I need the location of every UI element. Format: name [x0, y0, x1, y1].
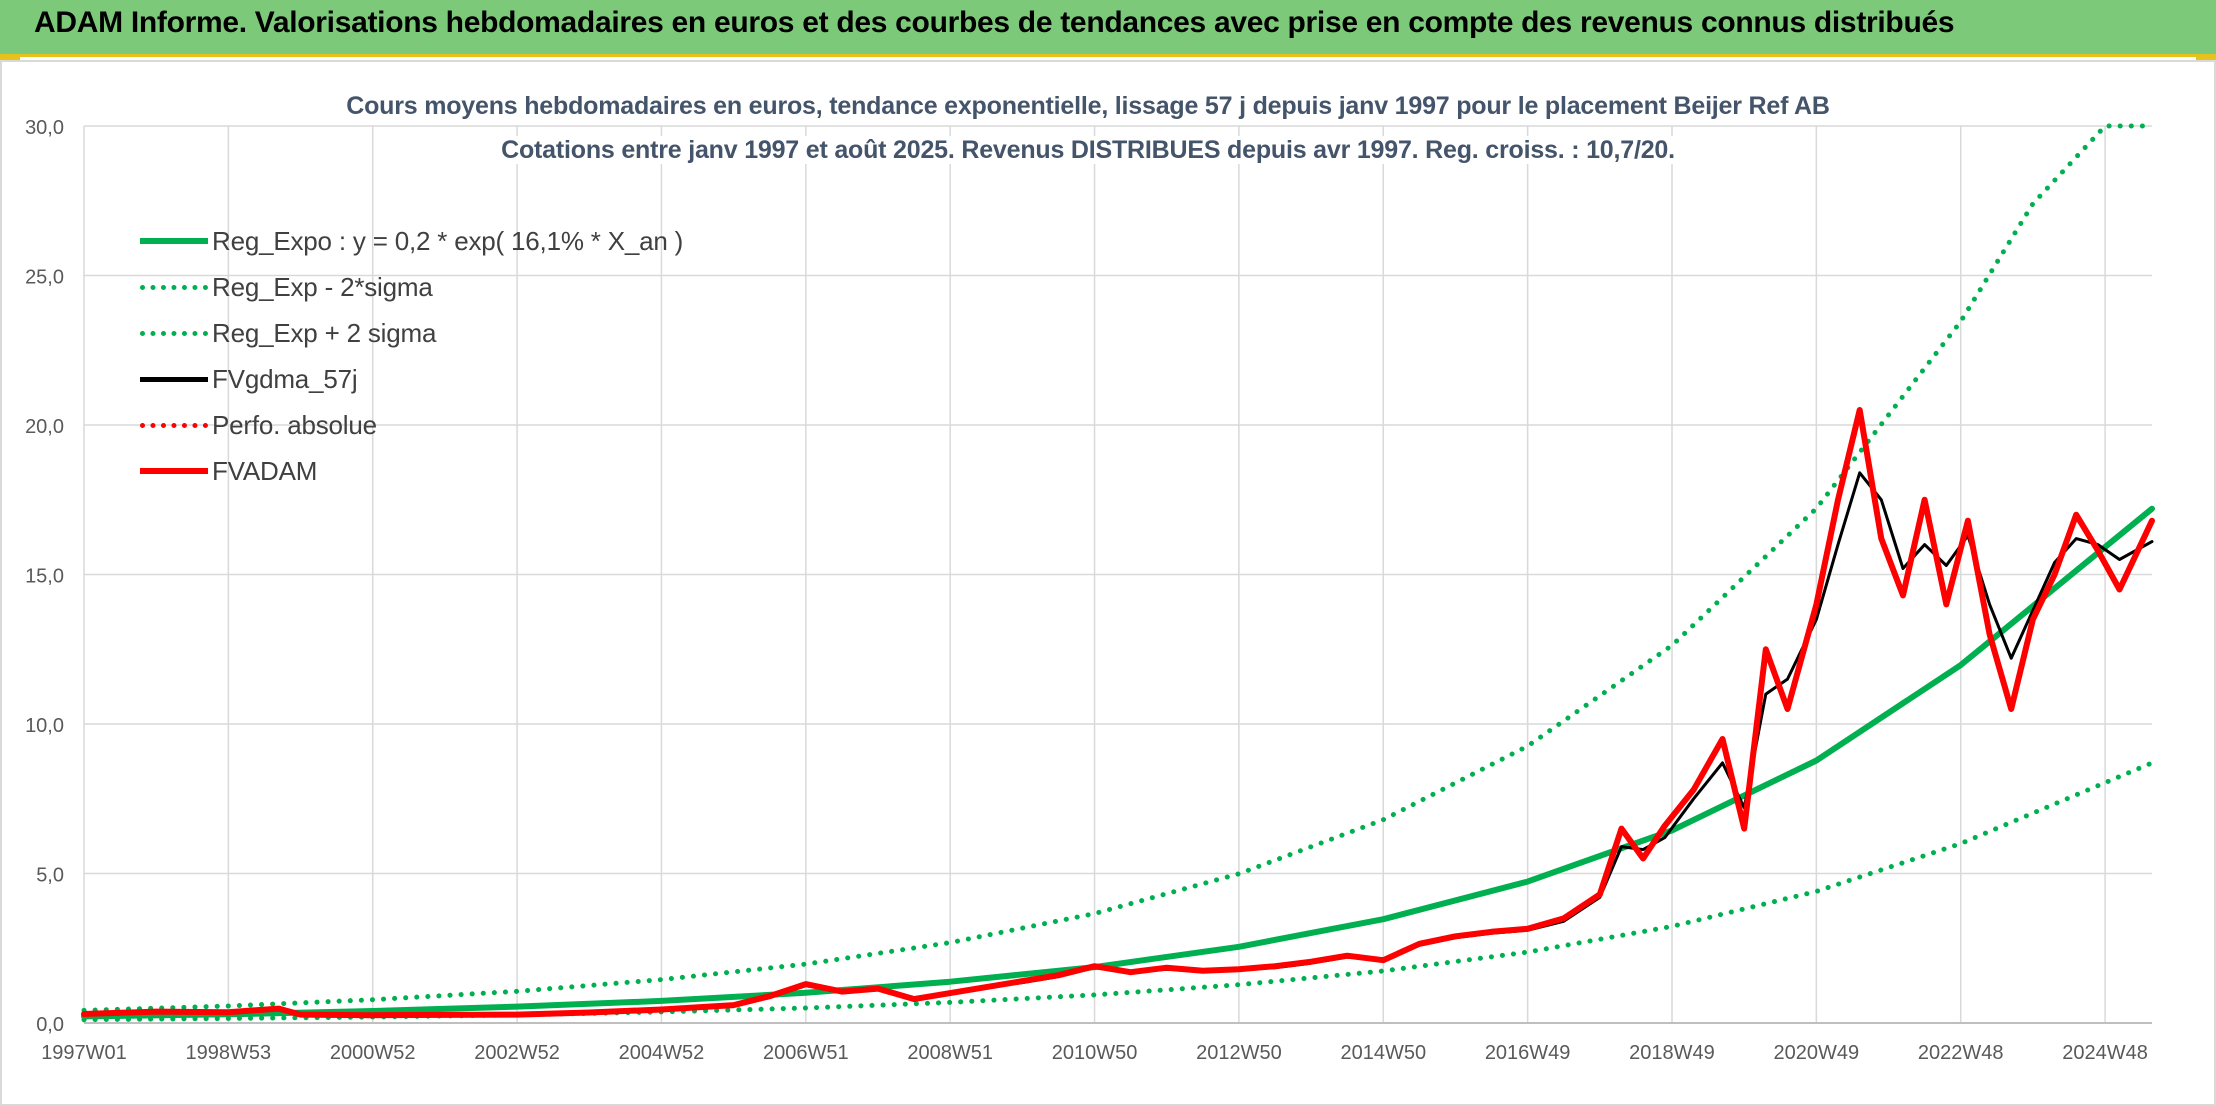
corner-accent-right [2196, 55, 2216, 61]
legend-label: FVADAM [212, 455, 318, 486]
gridlines [83, 125, 2152, 1024]
series-line-5 [81, 407, 2155, 1019]
series-lines [81, 123, 2155, 1023]
header-bar: ADAM Informe. Valorisations hebdomadaire… [0, 0, 2216, 57]
y-tick-label: 30,0 [25, 117, 64, 139]
chart-frame [0, 60, 2216, 1106]
legend-swatch [140, 376, 208, 382]
x-tick-label: 1998W53 [186, 1042, 272, 1064]
chart-subtitle: Cotations entre janv 1997 et août 2025. … [0, 136, 2196, 165]
y-tick-label: 20,0 [25, 416, 64, 438]
x-tick-label: 2022W48 [1918, 1042, 2004, 1064]
x-tick-label: 2016W49 [1485, 1042, 1571, 1064]
y-tick-label: 10,0 [25, 715, 64, 737]
legend-label: Perfo. absolue [212, 409, 377, 440]
x-tick-label: 2000W52 [330, 1042, 416, 1064]
x-tick-label: 2004W52 [619, 1042, 705, 1064]
axes: 0,0 5,0 10,0 15,0 20,0 25,0 30,0 1997W01 1998W53… [25, 117, 2152, 1064]
chart-legend: Reg_Expo : y = 0,2 * exp( 16,1% * X_an )… [140, 218, 683, 494]
x-tick-label: 2002W52 [474, 1042, 560, 1064]
x-tick-label: 2012W50 [1196, 1042, 1282, 1064]
x-tick-label: 2010W50 [1052, 1042, 1138, 1064]
legend-swatch [140, 284, 208, 290]
chart-subtitle-text: Cotations entre janv 1997 et août 2025. … [495, 136, 1681, 164]
x-tick-label: 2024W48 [2062, 1042, 2148, 1064]
legend-label: Reg_Exp + 2 sigma [212, 317, 437, 348]
legend-swatch [140, 468, 208, 474]
legend-item: FVADAM [140, 448, 683, 494]
y-tick-label: 15,0 [25, 566, 64, 588]
series-line-1 [81, 760, 2155, 1023]
report-title: ADAM Informe. Valorisations hebdomadaire… [34, 6, 1955, 39]
y-tick-label: 0,0 [36, 1014, 64, 1036]
series-line-2 [81, 123, 2155, 1013]
legend-item: FVgdma_57j [140, 356, 683, 402]
legend-swatch [140, 330, 208, 336]
chart-title-text: Cours moyens hebdomadaires en euros, ten… [340, 92, 1836, 120]
legend-label: Reg_Exp - 2*sigma [212, 271, 433, 302]
legend-label: FVgdma_57j [212, 363, 358, 394]
x-tick-label: 2020W49 [1774, 1042, 1860, 1064]
x-tick-label: 2014W50 [1340, 1042, 1426, 1064]
corner-accent-left [0, 55, 20, 61]
y-tick-label: 25,0 [25, 267, 64, 289]
legend-label: Reg_Expo : y = 0,2 * exp( 16,1% * X_an ) [212, 225, 684, 256]
chart-title: Cours moyens hebdomadaires en euros, ten… [0, 92, 2196, 121]
legend-swatch [140, 422, 208, 428]
series-line-0 [81, 505, 2155, 1020]
legend-item: Reg_Expo : y = 0,2 * exp( 16,1% * X_an ) [140, 218, 683, 264]
series-line-4 [81, 409, 2155, 1018]
legend-item: Perfo. absolue [140, 402, 683, 448]
x-tick-label: 2006W51 [763, 1042, 849, 1064]
legend-item: Reg_Exp + 2 sigma [140, 310, 683, 356]
legend-item: Reg_Exp - 2*sigma [140, 264, 683, 310]
x-tick-label: 2018W49 [1629, 1042, 1715, 1064]
x-tick-label: 1997W01 [41, 1042, 127, 1064]
legend-swatch [140, 238, 208, 244]
x-tick-label: 2008W51 [907, 1042, 993, 1064]
y-tick-label: 5,0 [36, 865, 64, 887]
